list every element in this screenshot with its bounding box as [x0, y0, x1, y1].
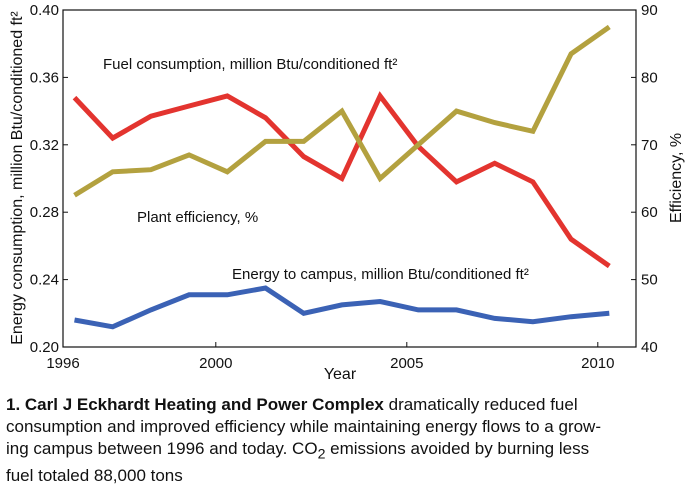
caption-line-4: fuel totaled 88,000 tons [6, 466, 183, 486]
y-right-tick-label: 80 [641, 69, 658, 86]
x-axis-title: Year [324, 366, 357, 383]
tick-labels: 1996 2000 2005 2010 0.40 0.36 0.32 0.28 0.24 0.20… [30, 2, 658, 372]
y-left-tick-label: 0.24 [30, 272, 59, 289]
caption-line-3-end: emissions avoided by burning less [325, 439, 590, 458]
y-right-tick-label: 50 [641, 272, 658, 289]
caption-line-3-start: ing campus between 1996 and today. CO [6, 439, 318, 458]
caption-line-1: dramatically reduced fuel [383, 395, 578, 414]
y-left-tick-label: 0.28 [30, 204, 59, 221]
energy-to-campus-label: Energy to campus, million Btu/conditione… [232, 266, 529, 283]
y-right-tick-label: 40 [641, 339, 658, 356]
y-right-tick-label: 70 [641, 137, 658, 154]
left-axis-title: Energy consumption, million Btu/conditio… [9, 11, 26, 345]
right-axis-title: Efficiency, % [668, 133, 685, 223]
y-left-tick-label: 0.20 [30, 339, 59, 356]
x-tick-label: 2005 [390, 355, 423, 372]
chart: 1996 2000 2005 2010 0.40 0.36 0.32 0.28 0.24 0.20… [9, 2, 685, 383]
fuel-consumption-label: Fuel consumption, million Btu/conditione… [103, 56, 397, 73]
caption-title: 1. Carl J Eckhardt Heating and Power Com… [6, 395, 384, 414]
x-tick-label: 2010 [581, 355, 614, 372]
fuel-consumption-line [72, 91, 611, 269]
plant-efficiency-label: Plant efficiency, % [137, 209, 258, 226]
plant-efficiency-line [73, 24, 611, 198]
y-right-tick-label: 60 [641, 204, 658, 221]
x-tick-label: 2000 [199, 355, 232, 372]
x-tick-label: 1996 [46, 355, 79, 372]
y-left-tick-label: 0.40 [30, 2, 59, 19]
figure-caption: 1. Carl J Eckhardt Heating and Power Com… [6, 394, 690, 487]
series-lines [72, 24, 611, 330]
y-right-tick-label: 90 [641, 2, 658, 19]
plot-frame [62, 9, 637, 348]
caption-line-2: consumption and improved efficiency whil… [6, 417, 601, 436]
y-left-tick-label: 0.36 [30, 69, 59, 86]
energy-to-campus-line [74, 285, 610, 330]
y-left-tick-label: 0.32 [30, 137, 59, 154]
caption-subscript: 2 [317, 446, 326, 463]
tick-marks [62, 9, 636, 348]
